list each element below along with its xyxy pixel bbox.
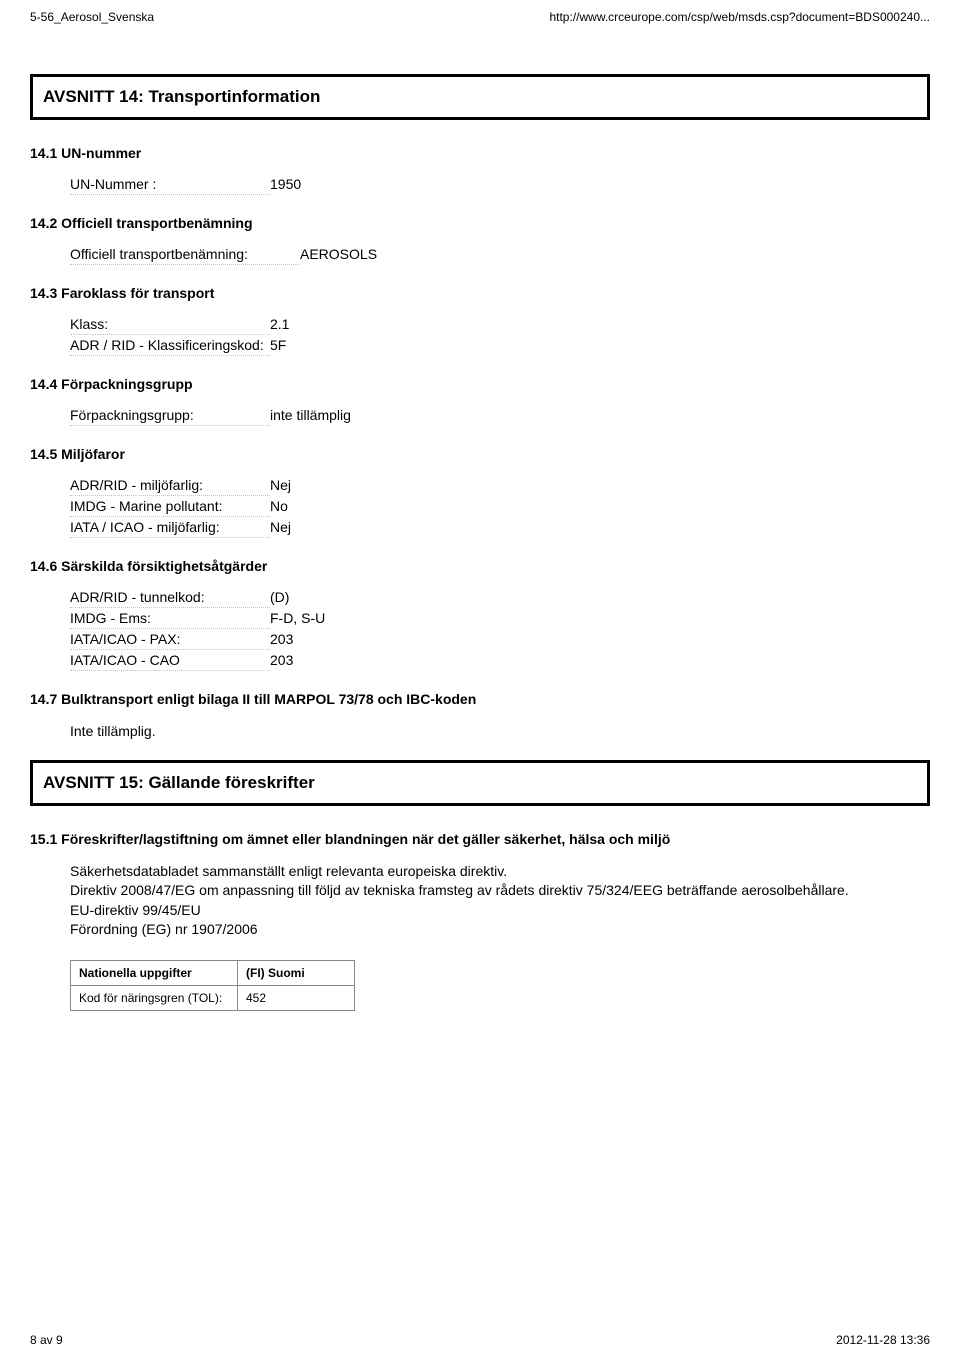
table-row: IATA / ICAO - miljöfarlig: Nej: [70, 519, 930, 538]
kv-value: F-D, S-U: [270, 610, 325, 628]
table-row: Kod för näringsgren (TOL): 452: [71, 985, 355, 1010]
s14-4-heading: 14.4 Förpackningsgrupp: [30, 376, 930, 392]
table-cell: Nationella uppgifter: [71, 960, 238, 985]
table-row: ADR/RID - tunnelkod: (D): [70, 589, 930, 608]
footer-right: 2012-11-28 13:36: [836, 1333, 930, 1347]
table-row: UN-Nummer : 1950: [70, 176, 930, 195]
top-header-left: 5-56_Aerosol_Svenska: [30, 10, 154, 24]
s14-7-heading: 14.7 Bulktransport enligt bilaga II till…: [30, 691, 930, 707]
table-row: Förpackningsgrupp: inte tillämplig: [70, 407, 930, 426]
s14-1-heading: 14.1 UN-nummer: [30, 145, 930, 161]
kv-label: IMDG - Marine pollutant:: [70, 498, 270, 517]
kv-value: 5F: [270, 337, 286, 355]
s14-1-table: UN-Nummer : 1950: [70, 176, 930, 195]
footer: 8 av 9 2012-11-28 13:36: [0, 1333, 960, 1347]
table-row: IATA/ICAO - CAO 203: [70, 652, 930, 671]
table-row: IATA/ICAO - PAX: 203: [70, 631, 930, 650]
s14-3-heading: 14.3 Faroklass för transport: [30, 285, 930, 301]
section14-title: AVSNITT 14: Transportinformation: [43, 87, 320, 106]
kv-label: UN-Nummer :: [70, 176, 270, 195]
s15-1-heading: 15.1 Föreskrifter/lagstiftning om ämnet …: [30, 831, 930, 847]
table-row: Klass: 2.1: [70, 316, 930, 335]
kv-label: Officiell transportbenämning:: [70, 246, 300, 265]
kv-label: IMDG - Ems:: [70, 610, 270, 629]
top-header-right: http://www.crceurope.com/csp/web/msds.cs…: [549, 10, 930, 24]
kv-value: 203: [270, 652, 293, 670]
s15-1-para: Säkerhetsdatabladet sammanställt enligt …: [70, 862, 930, 940]
s14-3-table: Klass: 2.1 ADR / RID - Klassificeringsko…: [70, 316, 930, 356]
table-row: IMDG - Marine pollutant: No: [70, 498, 930, 517]
kv-value: inte tillämplig: [270, 407, 351, 425]
s14-6-table: ADR/RID - tunnelkod: (D) IMDG - Ems: F-D…: [70, 589, 930, 671]
page: 5-56_Aerosol_Svenska http://www.crceurop…: [0, 0, 960, 1357]
table-cell: (FI) Suomi: [238, 960, 355, 985]
kv-value: 2.1: [270, 316, 289, 334]
table-row: Nationella uppgifter (FI) Suomi: [71, 960, 355, 985]
table-cell: Kod för näringsgren (TOL):: [71, 985, 238, 1010]
kv-value: 203: [270, 631, 293, 649]
kv-label: IATA / ICAO - miljöfarlig:: [70, 519, 270, 538]
table-row: ADR / RID - Klassificeringskod: 5F: [70, 337, 930, 356]
kv-label: Klass:: [70, 316, 270, 335]
s14-5-heading: 14.5 Miljöfaror: [30, 446, 930, 462]
kv-value: (D): [270, 589, 289, 607]
kv-label: IATA/ICAO - PAX:: [70, 631, 270, 650]
s14-5-table: ADR/RID - miljöfarlig: Nej IMDG - Marine…: [70, 477, 930, 538]
s14-7-text: Inte tillämplig.: [70, 722, 930, 742]
footer-left: 8 av 9: [30, 1333, 63, 1347]
section14-header: AVSNITT 14: Transportinformation: [30, 74, 930, 120]
s14-2-table: Officiell transportbenämning: AEROSOLS: [70, 246, 930, 265]
kv-label: ADR/RID - tunnelkod:: [70, 589, 270, 608]
national-info-table: Nationella uppgifter (FI) Suomi Kod för …: [70, 960, 355, 1011]
top-header: 5-56_Aerosol_Svenska http://www.crceurop…: [30, 10, 930, 24]
s14-2-heading: 14.2 Officiell transportbenämning: [30, 215, 930, 231]
table-row: Officiell transportbenämning: AEROSOLS: [70, 246, 930, 265]
section15-title: AVSNITT 15: Gällande föreskrifter: [43, 773, 315, 792]
kv-value: 1950: [270, 176, 301, 194]
table-cell: 452: [238, 985, 355, 1010]
s14-6-heading: 14.6 Särskilda försiktighetsåtgärder: [30, 558, 930, 574]
kv-value: No: [270, 498, 288, 516]
section15-header: AVSNITT 15: Gällande föreskrifter: [30, 760, 930, 806]
kv-value: AEROSOLS: [300, 246, 377, 264]
kv-label: ADR / RID - Klassificeringskod:: [70, 337, 270, 356]
table-row: ADR/RID - miljöfarlig: Nej: [70, 477, 930, 496]
kv-label: ADR/RID - miljöfarlig:: [70, 477, 270, 496]
table-row: IMDG - Ems: F-D, S-U: [70, 610, 930, 629]
kv-value: Nej: [270, 519, 291, 537]
kv-label: Förpackningsgrupp:: [70, 407, 270, 426]
kv-label: IATA/ICAO - CAO: [70, 652, 270, 671]
s14-4-table: Förpackningsgrupp: inte tillämplig: [70, 407, 930, 426]
kv-value: Nej: [270, 477, 291, 495]
